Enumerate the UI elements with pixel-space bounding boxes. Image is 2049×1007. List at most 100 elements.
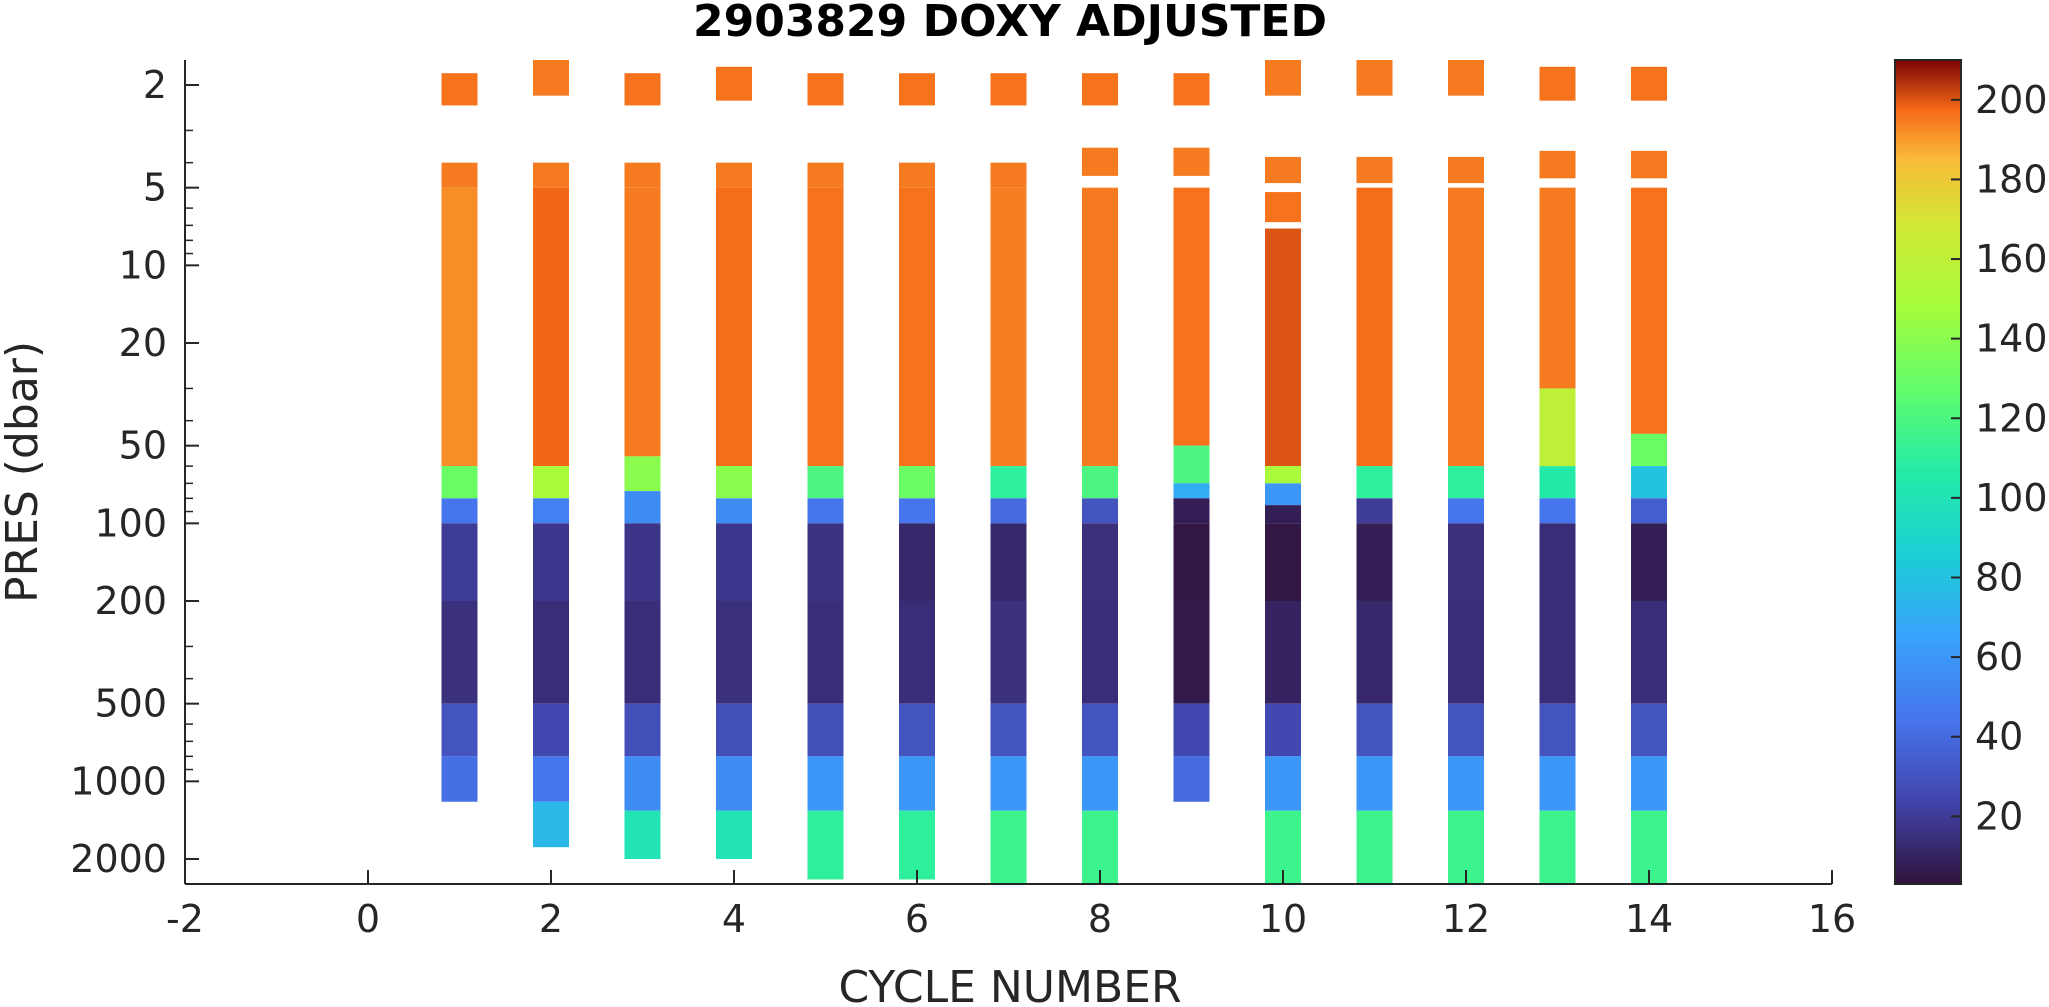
- profile-cell: [990, 600, 1027, 704]
- profile-cell: [1265, 483, 1301, 506]
- profile-cell: [899, 703, 935, 757]
- profile-cell: [716, 810, 752, 859]
- profile-cell: [1082, 523, 1118, 601]
- profile-cell: [533, 523, 569, 601]
- x-tick-label: 12: [1442, 897, 1490, 941]
- surface-cell: [899, 73, 935, 106]
- profile-cell: [624, 187, 661, 457]
- profile-cell: [1356, 187, 1393, 467]
- profile-column: [807, 73, 844, 880]
- profile-cell: [533, 600, 569, 704]
- profile-cell: [533, 756, 569, 802]
- profile-cell: [990, 187, 1027, 467]
- x-tick-label: 0: [356, 897, 380, 941]
- y-axis-label: PRES (dbar): [0, 341, 48, 603]
- profile-cell: [533, 703, 569, 757]
- profile-cell: [1173, 187, 1210, 446]
- x-tick-label: -2: [166, 897, 204, 941]
- profile-cell: [1265, 156, 1301, 184]
- profile-cell: [1631, 150, 1667, 179]
- colorbar-tick-label: 60: [1975, 635, 2023, 679]
- profile-cell: [1173, 523, 1210, 601]
- x-tick-label: 10: [1259, 897, 1307, 941]
- surface-cell: [1631, 66, 1667, 101]
- profile-cell: [1082, 600, 1118, 704]
- profile-cell: [1448, 523, 1484, 601]
- profile-cell: [1631, 703, 1667, 757]
- profile-cell: [441, 703, 478, 757]
- surface-cell: [807, 73, 844, 106]
- profile-cell: [1539, 703, 1576, 757]
- profile-cell: [1356, 498, 1393, 524]
- profile-cell: [716, 162, 752, 188]
- profile-cell: [716, 703, 752, 757]
- profile-cell: [807, 600, 844, 704]
- profile-cell: [1448, 466, 1484, 499]
- surface-cell: [716, 66, 752, 101]
- profile-cell: [1356, 466, 1393, 499]
- surface-cell: [533, 60, 569, 96]
- surface-cell: [1265, 60, 1301, 96]
- profile-cell: [716, 466, 752, 499]
- profile-cell: [899, 162, 935, 188]
- colorbar-tick-label: 100: [1975, 476, 2048, 520]
- profile-cell: [1173, 600, 1210, 704]
- profile-cell: [899, 523, 935, 601]
- profile-cell: [1265, 192, 1301, 223]
- y-tick-label: 5: [143, 166, 167, 210]
- profile-cell: [1539, 498, 1576, 524]
- profile-cell: [441, 498, 478, 524]
- colorbar-tick-label: 140: [1975, 317, 2048, 361]
- profile-cell: [624, 703, 661, 757]
- colorbar-tick-label: 20: [1975, 794, 2023, 838]
- profile-cell: [1631, 756, 1667, 811]
- profile-cell: [1356, 523, 1393, 601]
- profile-cell: [1265, 466, 1301, 484]
- profile-cell: [441, 600, 478, 704]
- profile-cell: [1082, 147, 1118, 176]
- profile-cell: [1173, 483, 1210, 499]
- profile-cell: [1356, 810, 1393, 884]
- profile-cell: [1265, 228, 1301, 467]
- profile-cell: [807, 498, 844, 524]
- profile-cell: [624, 600, 661, 704]
- profile-column: [1173, 73, 1210, 802]
- profile-cell: [1082, 756, 1118, 811]
- x-tick-label: 2: [539, 897, 563, 941]
- y-ticks: 2 5 10 20 50 100 200 500 1000 2000: [70, 63, 199, 881]
- chart-title: 2903829 DOXY ADJUSTED: [693, 0, 1327, 47]
- profile-cell: [1448, 703, 1484, 757]
- profile-cell: [1631, 600, 1667, 704]
- profile-column: [1265, 60, 1301, 884]
- colorbar-gradient: [1894, 59, 1962, 885]
- x-tick-label: 8: [1088, 897, 1112, 941]
- profile-column: [1356, 60, 1393, 884]
- x-tick-label: 4: [722, 897, 746, 941]
- profile-column: [1448, 60, 1484, 884]
- colorbar-tick-label: 80: [1975, 555, 2023, 599]
- profile-cell: [1539, 150, 1576, 179]
- profile-cell: [1265, 600, 1301, 704]
- axes: [184, 60, 1832, 885]
- profile-cell: [1539, 600, 1576, 704]
- profile-cell: [533, 187, 569, 467]
- profile-cell: [1631, 498, 1667, 524]
- profile-cell: [807, 162, 844, 188]
- y-tick-label: 2000: [70, 837, 167, 881]
- profile-cell: [899, 756, 935, 811]
- y-tick-label: 500: [94, 682, 167, 726]
- profile-cell: [1631, 433, 1667, 467]
- profile-cell: [441, 162, 478, 188]
- profile-cell: [1539, 388, 1576, 467]
- x-tick-label: 16: [1808, 897, 1856, 941]
- profile-cell: [899, 498, 935, 524]
- surface-cell: [624, 73, 661, 106]
- profile-cell: [624, 756, 661, 811]
- profile-cell: [533, 162, 569, 188]
- y-tick-label: 50: [119, 424, 167, 468]
- profile-column: [990, 73, 1027, 884]
- profile-cell: [1631, 187, 1667, 434]
- profile-cell: [624, 456, 661, 492]
- x-tick-label: 6: [905, 897, 929, 941]
- profile-cell: [899, 810, 935, 880]
